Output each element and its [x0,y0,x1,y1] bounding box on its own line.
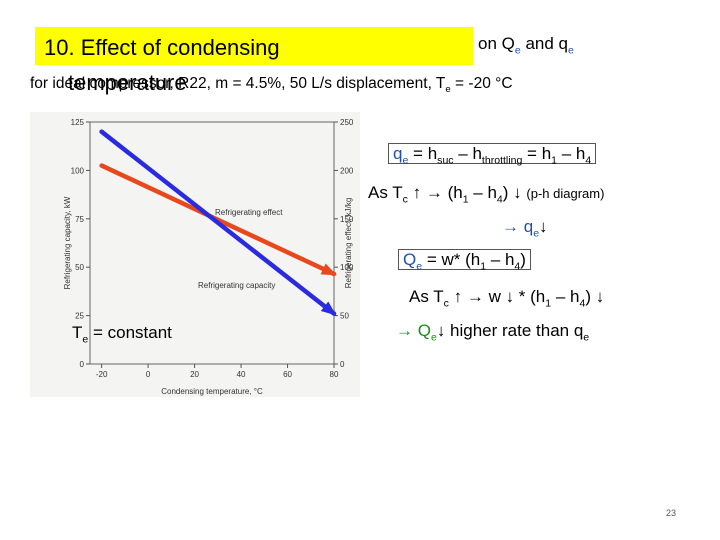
series-label-capacity: Refrigerating capacity [198,281,275,290]
slide-title: 10. Effect of condensing [44,35,280,60]
y-left-tick-label: 0 [80,360,85,369]
x-tick-label: 20 [190,370,199,379]
slide-title-overlap: temperature [68,70,187,95]
slide-subtitle: for ideal compressor, R22, m = 4.5%, 50 … [30,75,513,96]
chart-plot-area [89,121,335,365]
y-left-tick-label: 50 [75,263,84,272]
y-right-tick-label: 50 [340,312,349,321]
y-axis-left-label: Refrigerating capacity, kW [63,196,72,289]
x-tick-label: 60 [283,370,292,379]
y-axis-right-label: Refrigerating effect, kJ/kg [344,198,353,289]
y-right-tick-label: 150 [340,215,354,224]
y-right-tick-label: 100 [340,263,354,272]
y-left-tick-label: 125 [71,118,85,127]
chart-figure: -20 0 20 40 60 800255075100125050100150200250… [30,112,360,397]
series-line-refrigerating-effect-arrowhead [320,263,337,276]
series-line-refrigerating-capacity-arrowhead [320,301,337,316]
equation-qe-definition: qe = hsuc – hthrottling = h1 – h4 [388,143,597,166]
x-axis-label: Condensing temperature, °C [161,387,263,396]
x-tick-label: 0 [146,370,151,379]
equation-tc-effect: As Tc ↑ → (h1 – h4) ↓ (p-h diagram) [368,183,605,206]
equation-tc-w-effect: As Tc ↑ → w ↓ * (h1 – h4) ↓ [409,287,605,310]
title-highlight [35,27,473,65]
te-constant-label: Te = constant [72,323,172,346]
x-tick-label: 80 [330,370,339,379]
equation-box: qe = hsuc – hthrottling = h1 – h4 [388,143,597,166]
y-left-tick-label: 25 [75,312,84,321]
y-right-tick-label: 250 [340,118,354,127]
series-line-refrigerating-capacity [99,129,337,316]
x-tick-label: 40 [237,370,246,379]
chart-paper [30,112,360,397]
slide-title-tail: on Qe and qe [478,34,574,57]
y-right-tick-label: 0 [340,360,345,369]
x-tick-label: -20 [96,370,108,379]
y-left-tick-label: 75 [75,215,84,224]
equation-qe-decrease: → qe↓ [502,217,548,240]
series-label-effect: Refrigerating effect [215,208,283,217]
y-left-tick-label: 100 [71,166,85,175]
equation-Qe-decrease: → Qe↓ higher rate than qe [396,321,590,344]
y-right-tick-label: 200 [340,166,354,175]
equation-box: Qe = w* (h1 – h4) [398,249,531,272]
equation-Qe-definition: Qe = w* (h1 – h4) [398,249,531,272]
series-line-refrigerating-effect [99,163,337,277]
page-number: 23 [666,508,677,518]
